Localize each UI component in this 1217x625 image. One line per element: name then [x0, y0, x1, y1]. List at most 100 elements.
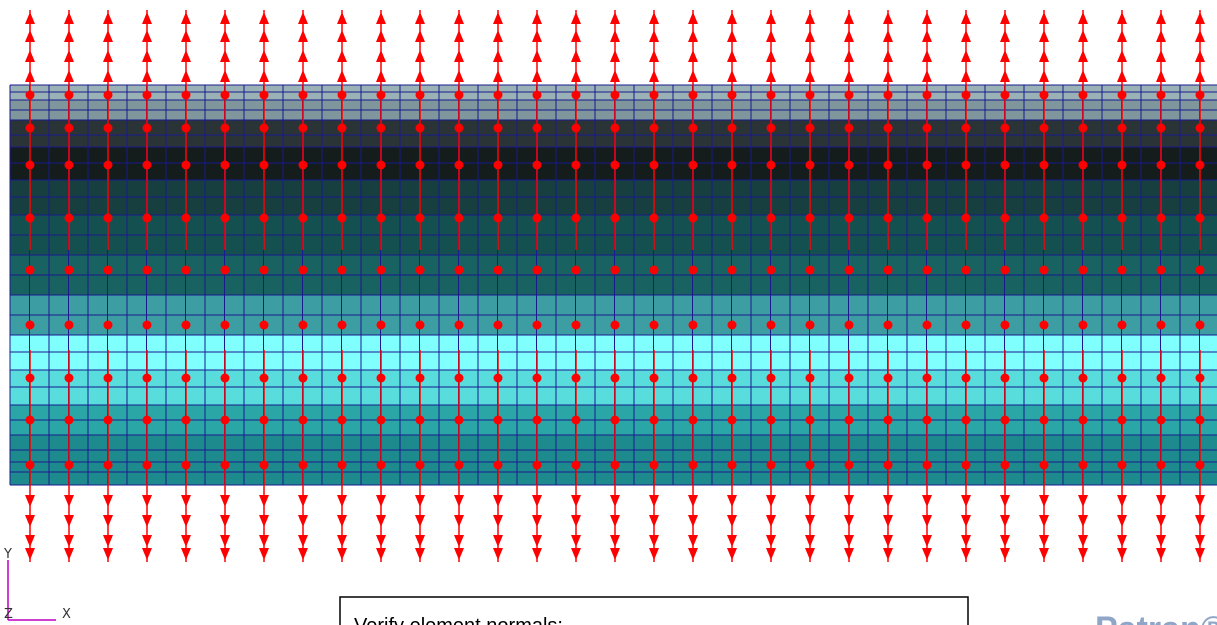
arrow-head: [727, 535, 737, 547]
arrow-head: [766, 535, 776, 547]
arrow-head: [766, 548, 776, 560]
arrow-node: [923, 461, 932, 470]
arrow-node: [1001, 266, 1010, 275]
arrow-node: [767, 374, 776, 383]
arrow-head: [25, 495, 35, 507]
arrow-head: [688, 50, 698, 62]
viewport: Y Z X Verify element normals: Patran®: [0, 0, 1217, 625]
arrow-node: [845, 214, 854, 223]
arrow-node: [845, 374, 854, 383]
arrow-head: [259, 495, 269, 507]
arrow-node: [416, 266, 425, 275]
arrow-node: [1196, 91, 1205, 100]
arrow-node: [845, 91, 854, 100]
arrow-head: [142, 30, 152, 42]
arrow-head: [532, 515, 542, 527]
arrow-head: [181, 548, 191, 560]
arrow-head: [766, 70, 776, 82]
arrow-node: [377, 214, 386, 223]
arrow-head: [337, 548, 347, 560]
arrow-node: [377, 461, 386, 470]
arrow-head: [454, 495, 464, 507]
arrow-node: [416, 214, 425, 223]
arrow-node: [338, 374, 347, 383]
arrow-head: [571, 495, 581, 507]
arrow-node: [1196, 461, 1205, 470]
arrow-head: [649, 30, 659, 42]
arrow-node: [1118, 374, 1127, 383]
arrow-head: [337, 515, 347, 527]
arrow-head: [259, 30, 269, 42]
arrow-node: [104, 161, 113, 170]
arrow-node: [104, 124, 113, 133]
arrow-head: [883, 515, 893, 527]
arrow-node: [650, 321, 659, 330]
arrow-head: [571, 30, 581, 42]
arrow-head: [844, 548, 854, 560]
arrow-node: [689, 321, 698, 330]
arrow-head: [844, 50, 854, 62]
arrow-head: [25, 30, 35, 42]
arrow-node: [1157, 266, 1166, 275]
arrow-node: [338, 321, 347, 330]
arrow-node: [221, 321, 230, 330]
arrow-head: [805, 548, 815, 560]
arrow-head: [64, 495, 74, 507]
arrow-node: [1157, 91, 1166, 100]
arrow-node: [1118, 416, 1127, 425]
arrow-head: [649, 535, 659, 547]
arrow-node: [1196, 374, 1205, 383]
arrow-head: [610, 515, 620, 527]
arrow-head: [142, 548, 152, 560]
arrow-head: [1000, 548, 1010, 560]
arrow-node: [455, 161, 464, 170]
arrow-node: [182, 161, 191, 170]
arrow-node: [143, 461, 152, 470]
arrow-node: [884, 321, 893, 330]
arrow-head: [883, 548, 893, 560]
arrow-node: [299, 266, 308, 275]
arrow-head: [142, 515, 152, 527]
arrow-head: [1156, 70, 1166, 82]
arrow-node: [65, 374, 74, 383]
arrow-node: [962, 124, 971, 133]
arrow-head: [1000, 515, 1010, 527]
arrow-head: [1195, 50, 1205, 62]
arrow-head: [493, 50, 503, 62]
arrow-node: [572, 416, 581, 425]
arrow-head: [376, 515, 386, 527]
arrow-head: [649, 50, 659, 62]
arrow-node: [533, 124, 542, 133]
arrow-node: [845, 416, 854, 425]
arrow-head: [103, 515, 113, 527]
arrow-head: [727, 12, 737, 24]
arrow-head: [181, 515, 191, 527]
arrow-head: [1039, 70, 1049, 82]
arrow-head: [376, 12, 386, 24]
arrow-node: [845, 461, 854, 470]
arrow-node: [1079, 214, 1088, 223]
arrow-node: [143, 91, 152, 100]
arrow-node: [611, 461, 620, 470]
arrow-node: [962, 321, 971, 330]
arrow-node: [377, 374, 386, 383]
arrow-node: [455, 374, 464, 383]
arrow-head: [922, 548, 932, 560]
arrow-head: [922, 12, 932, 24]
arrow-node: [767, 91, 776, 100]
arrow-node: [416, 124, 425, 133]
arrow-head: [727, 495, 737, 507]
arrow-node: [689, 461, 698, 470]
arrow-node: [299, 461, 308, 470]
arrow-head: [1039, 50, 1049, 62]
arrow-head: [103, 535, 113, 547]
arrow-node: [1196, 266, 1205, 275]
arrow-node: [416, 161, 425, 170]
arrow-head: [610, 495, 620, 507]
arrow-node: [182, 416, 191, 425]
arrow-head: [1195, 548, 1205, 560]
arrow-head: [493, 515, 503, 527]
arrow-head: [844, 515, 854, 527]
arrow-head: [25, 535, 35, 547]
arrow-node: [1001, 91, 1010, 100]
